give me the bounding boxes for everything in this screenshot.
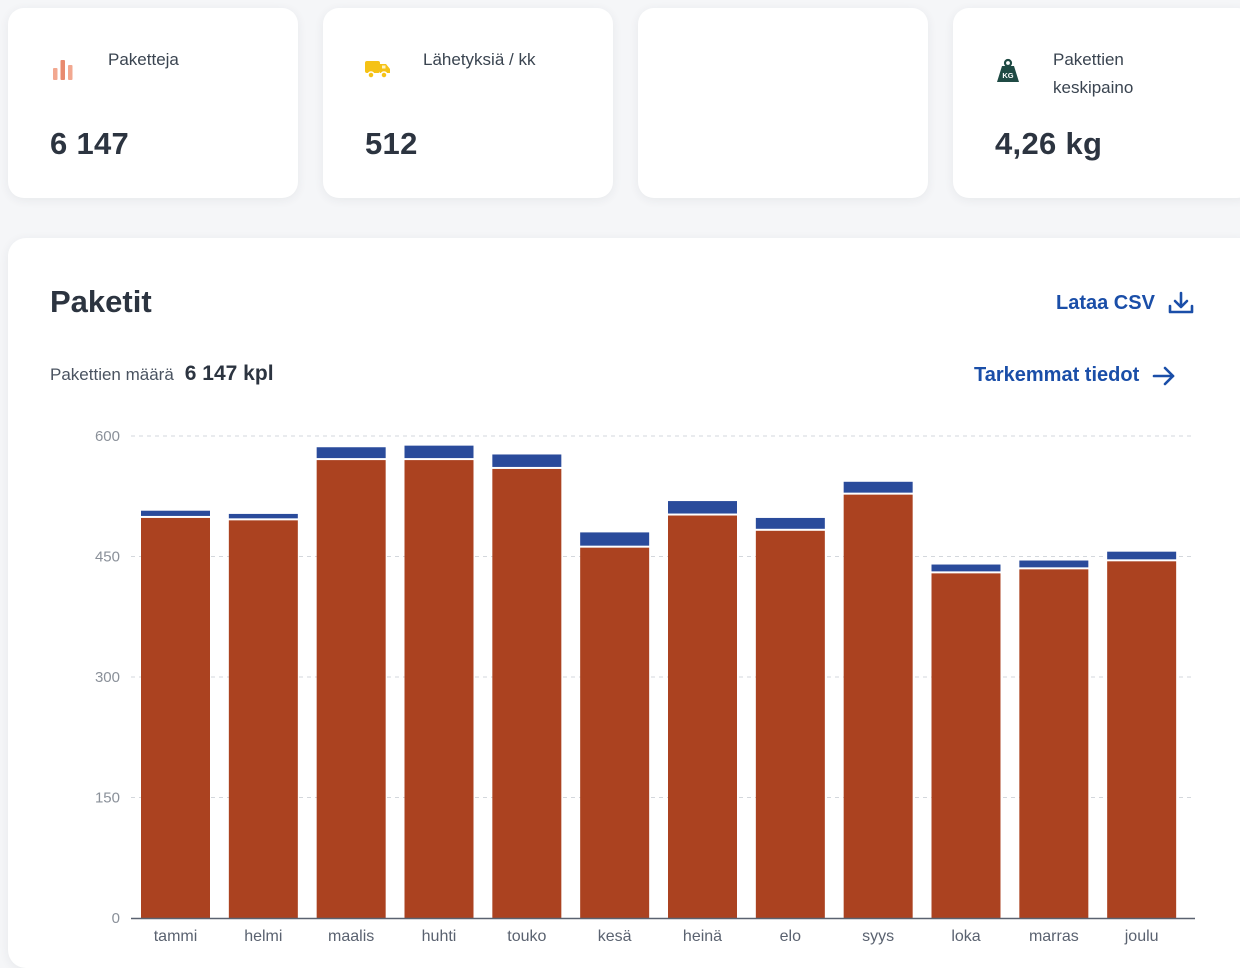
- bar-segment-primary: [1107, 561, 1177, 918]
- x-tick-label: touko: [507, 928, 546, 945]
- bar-segment-primary: [843, 494, 913, 918]
- x-tick-label: maalis: [328, 928, 374, 945]
- bar-segment-primary: [141, 517, 210, 918]
- stat-card-packages: Paketteja 6 147: [8, 8, 298, 198]
- bar-segment-secondary: [843, 481, 913, 493]
- x-tick-label: elo: [780, 928, 801, 945]
- y-tick-label: 300: [95, 669, 120, 686]
- download-csv-label: Lataa CSV: [1056, 291, 1155, 314]
- package-count-value: 6 147 kpl: [184, 362, 274, 385]
- x-tick-label: marras: [1029, 928, 1079, 945]
- x-tick-label: huhti: [422, 928, 457, 945]
- bar-segment-primary: [668, 515, 737, 918]
- bar-segment-secondary: [668, 501, 737, 514]
- svg-text:KG: KG: [1002, 71, 1013, 80]
- bar-segment-secondary: [755, 517, 825, 529]
- bar-segment-secondary: [492, 454, 562, 467]
- bar-segment-secondary: [1107, 551, 1177, 560]
- arrow-right-icon: [1152, 366, 1175, 385]
- stat-card-shipments: Lähetyksiä / kk 512: [323, 8, 613, 198]
- package-count-label: Pakettien määrä: [50, 365, 174, 384]
- x-tick-label: helmi: [244, 928, 282, 945]
- packages-bar-chart: 0 150 300 450 600 tammi helmi maalis huhti touko k…: [95, 428, 1195, 945]
- stat-card-empty: [638, 8, 928, 198]
- x-tick-label: syys: [862, 928, 894, 945]
- stat-value: 512: [365, 126, 418, 161]
- more-details-link[interactable]: Tarkemmat tiedot: [974, 364, 1177, 387]
- bar-chart-icon: [48, 54, 78, 84]
- bar-segment-primary: [228, 520, 298, 918]
- y-tick-label: 150: [95, 790, 120, 807]
- y-tick-label: 0: [112, 910, 120, 927]
- stat-value: 6 147: [50, 126, 130, 161]
- bar-segment-secondary: [580, 532, 650, 546]
- bar-segment-secondary: [931, 564, 1001, 572]
- stat-label: Lähetyksiä / kk: [423, 50, 536, 69]
- stat-card-average-weight: KG Pakettien keskipaino 4,26 kg: [953, 8, 1240, 198]
- x-tick-label: kesä: [598, 928, 632, 945]
- bar-segment-primary: [1019, 569, 1089, 918]
- download-icon: [1168, 291, 1194, 314]
- bar-segment-primary: [316, 460, 386, 918]
- package-count: Pakettien määrä 6 147 kpl: [50, 362, 274, 386]
- y-tick-label: 450: [95, 549, 120, 566]
- x-tick-label: tammi: [154, 928, 198, 945]
- bar-segment-primary: [931, 573, 1001, 918]
- section-title: Paketit: [50, 284, 152, 319]
- kg-weight-icon: KG: [993, 56, 1023, 86]
- bar-segment-secondary: [141, 510, 210, 516]
- bar-segment-primary: [404, 460, 474, 918]
- download-csv-button[interactable]: Lataa CSV: [1056, 290, 1195, 316]
- x-tick-label: joulu: [1124, 928, 1159, 945]
- y-tick-label: 600: [95, 428, 120, 445]
- more-details-label: Tarkemmat tiedot: [974, 364, 1140, 386]
- stat-label: Pakettien keskipaino: [1053, 50, 1134, 97]
- bar-segment-secondary: [404, 445, 474, 459]
- bar-segment-primary: [580, 547, 650, 918]
- stat-value: 4,26 kg: [995, 126, 1103, 161]
- bar-segment-primary: [755, 530, 825, 918]
- truck-icon: [363, 54, 393, 84]
- bar-segment-primary: [492, 468, 562, 918]
- x-tick-label: loka: [951, 928, 980, 945]
- x-tick-label: heinä: [683, 928, 722, 945]
- stat-label: Paketteja: [108, 50, 179, 69]
- bar-segment-secondary: [228, 513, 298, 519]
- bar-segment-secondary: [316, 447, 386, 459]
- bar-segment-secondary: [1019, 560, 1089, 568]
